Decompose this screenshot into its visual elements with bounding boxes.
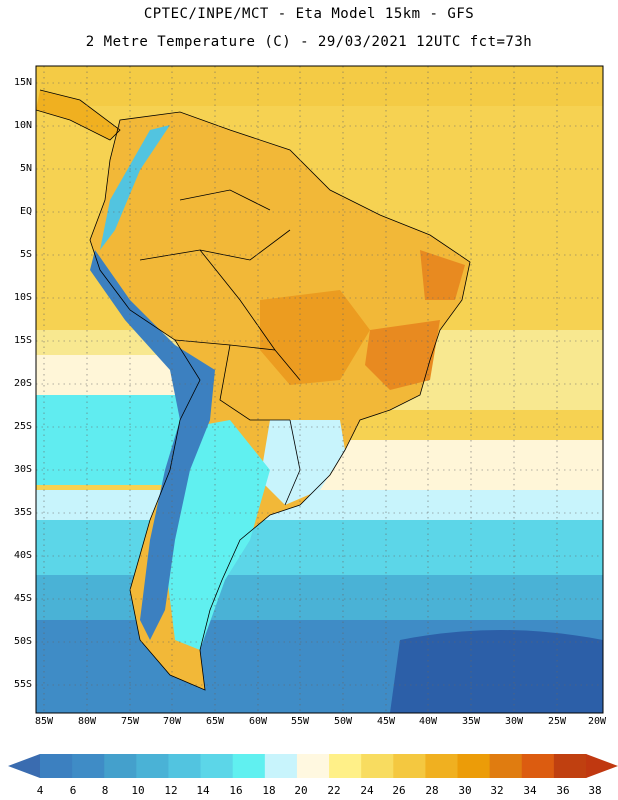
chart-subtitle: 2 Metre Temperature (C) - 29/03/2021 12U… bbox=[85, 34, 533, 50]
lat-label-15s: 15S bbox=[13, 335, 32, 346]
colorbar-label: 22 bbox=[327, 784, 341, 797]
colorbar-label: 4 bbox=[36, 784, 44, 797]
colorbar-label: 18 bbox=[262, 784, 276, 797]
colorbar-label: 14 bbox=[196, 784, 210, 797]
lon-label-40w: 40W bbox=[418, 716, 438, 727]
lat-label-20s: 20S bbox=[13, 378, 32, 389]
colorbar-cell bbox=[296, 754, 330, 778]
lon-label-55w: 55W bbox=[290, 716, 310, 727]
colorbar-cell bbox=[329, 754, 362, 778]
colorbar-label: 36 bbox=[556, 784, 570, 797]
lat-label-55s: 55S bbox=[13, 679, 32, 690]
lon-label-25w: 25W bbox=[547, 716, 567, 727]
colorbar-label: 28 bbox=[425, 784, 439, 797]
lat-label-15n: 15N bbox=[13, 77, 32, 88]
colorbar bbox=[8, 754, 618, 778]
lon-label-65w: 65W bbox=[205, 716, 225, 727]
lat-label-50s: 50S bbox=[13, 636, 32, 647]
colorbar-cell bbox=[104, 754, 137, 778]
colorbar-cell bbox=[489, 754, 523, 778]
lat-label-35s: 35S bbox=[13, 507, 32, 518]
lat-label-10s: 10S bbox=[13, 292, 32, 303]
lon-label-80w: 80W bbox=[77, 716, 97, 727]
colorbar-cell bbox=[457, 754, 491, 778]
colorbar-label: 16 bbox=[229, 784, 243, 797]
colorbar-cell bbox=[168, 754, 202, 778]
colorbar-label: 24 bbox=[360, 784, 374, 797]
lon-label-75w: 75W bbox=[120, 716, 140, 727]
lon-label-85w: 85W bbox=[34, 716, 54, 727]
lon-label-60w: 60W bbox=[248, 716, 268, 727]
lat-label-25s: 25S bbox=[13, 421, 32, 432]
colorbar-cell bbox=[361, 754, 394, 778]
colorbar-cell bbox=[232, 754, 266, 778]
colorbar-cell bbox=[200, 754, 234, 778]
colorbar-cell bbox=[72, 754, 105, 778]
lat-label-5s: 5S bbox=[19, 249, 32, 260]
lat-label-40s: 40S bbox=[13, 550, 32, 561]
colorbar-cell bbox=[553, 754, 587, 778]
lon-label-50w: 50W bbox=[333, 716, 353, 727]
colorbar-cell bbox=[136, 754, 169, 778]
colorbar-cell bbox=[521, 754, 555, 778]
lat-label-10n: 10N bbox=[13, 120, 32, 131]
colorbar-low-arrow bbox=[8, 754, 40, 778]
colorbar-label: 6 bbox=[69, 784, 77, 797]
map-frame bbox=[35, 65, 604, 714]
colorbar-cell bbox=[393, 754, 426, 778]
lat-label-eq: EQ bbox=[19, 206, 32, 217]
colorbar-label: 34 bbox=[523, 784, 537, 797]
lon-label-30w: 30W bbox=[504, 716, 524, 727]
lon-label-45w: 45W bbox=[376, 716, 396, 727]
colorbar-cell bbox=[264, 754, 298, 778]
lat-label-5n: 5N bbox=[19, 163, 32, 174]
colorbar-label: 38 bbox=[588, 784, 602, 797]
colorbar-label: 20 bbox=[294, 784, 308, 797]
colorbar-label: 8 bbox=[101, 784, 109, 797]
colorbar-high-arrow bbox=[586, 754, 618, 778]
colorbar-label: 26 bbox=[392, 784, 406, 797]
lat-label-45s: 45S bbox=[13, 593, 32, 604]
temperature-field bbox=[36, 66, 603, 713]
lon-label-70w: 70W bbox=[162, 716, 182, 727]
lon-label-20w: 20W bbox=[587, 716, 607, 727]
colorbar-label: 10 bbox=[131, 784, 145, 797]
colorbar-label: 12 bbox=[164, 784, 178, 797]
lon-label-35w: 35W bbox=[461, 716, 481, 727]
colorbar-label: 32 bbox=[490, 784, 504, 797]
lat-label-30s: 30S bbox=[13, 464, 32, 475]
chart-title: CPTEC/INPE/MCT - Eta Model 15km - GFS bbox=[143, 6, 475, 22]
colorbar-cell bbox=[425, 754, 459, 778]
colorbar-label: 30 bbox=[458, 784, 472, 797]
colorbar-cell bbox=[40, 754, 73, 778]
